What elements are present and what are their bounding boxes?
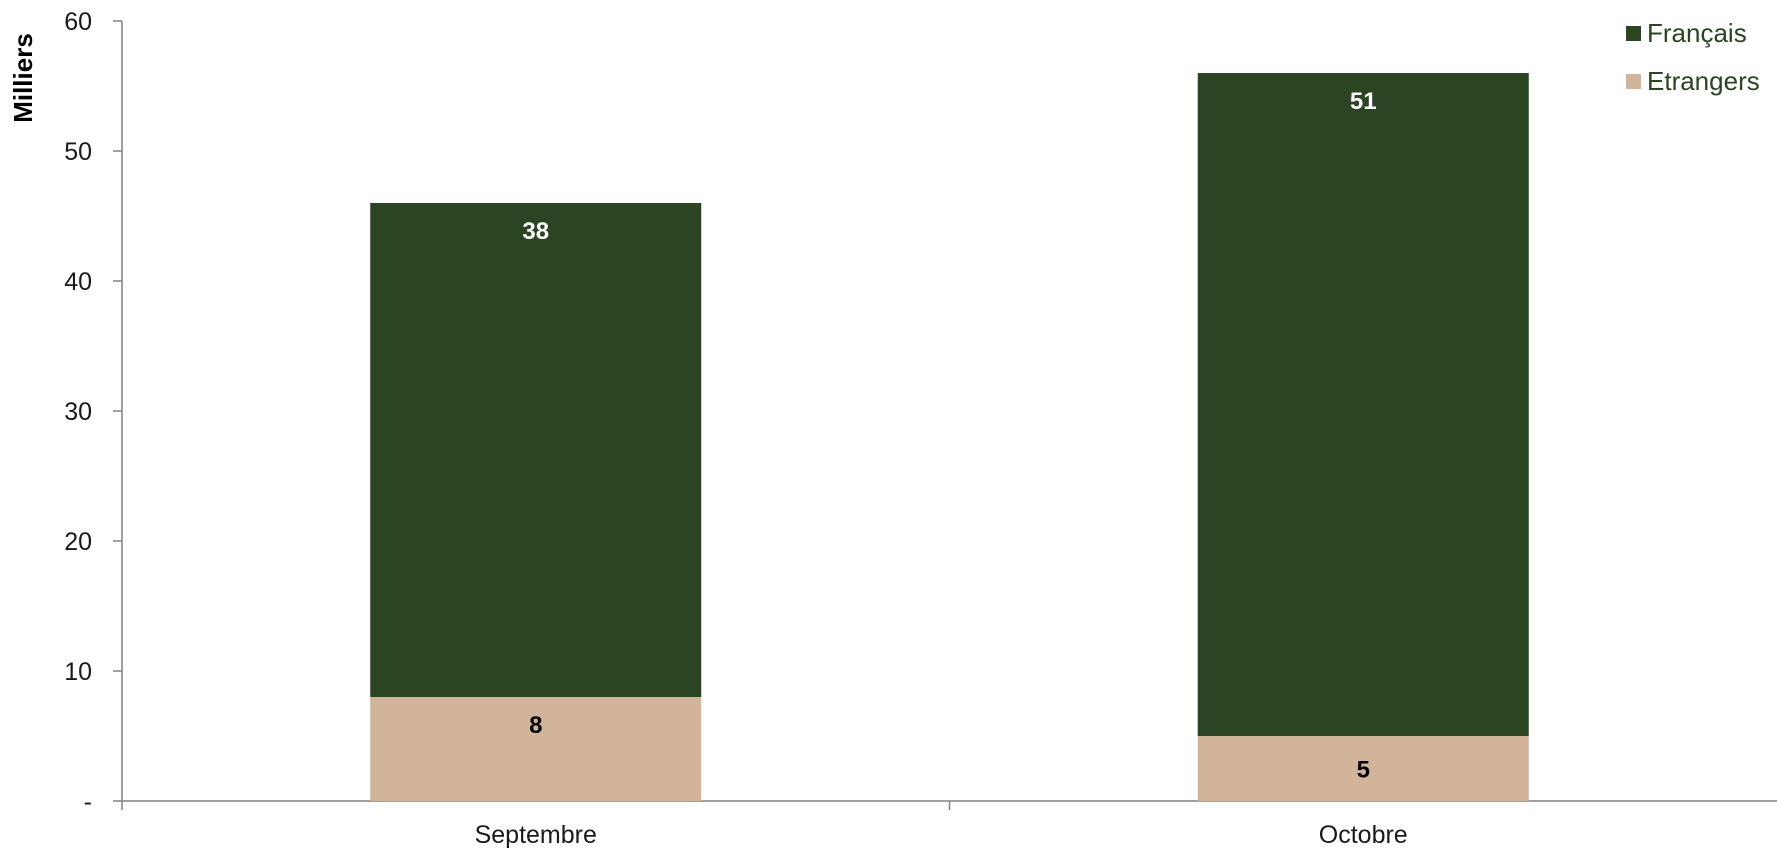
legend-swatch [1626,26,1641,41]
legend-label: Français [1647,18,1747,48]
y-tick-label: 10 [64,658,92,686]
data-label: 5 [1357,757,1370,784]
bar-segment-etrangers [370,697,702,801]
data-label: 8 [529,712,542,739]
bar-segment-etrangers [1197,736,1529,801]
x-category-label: Septembre [475,821,597,849]
y-tick-label: 20 [64,528,92,556]
legend-swatch [1626,74,1641,89]
bar-segment-français [1197,73,1529,736]
y-axis-title: Milliers [8,33,38,123]
y-tick-label: 50 [64,138,92,166]
y-tick-label: - [84,788,92,816]
legend-label: Etrangers [1647,66,1760,96]
bar-segment-français [370,203,702,697]
y-tick-label: 60 [64,8,92,36]
data-label: 38 [522,218,549,245]
y-tick-label: 40 [64,268,92,296]
y-tick-label: 30 [64,398,92,426]
data-label: 51 [1350,88,1377,115]
x-category-label: Octobre [1319,821,1408,849]
